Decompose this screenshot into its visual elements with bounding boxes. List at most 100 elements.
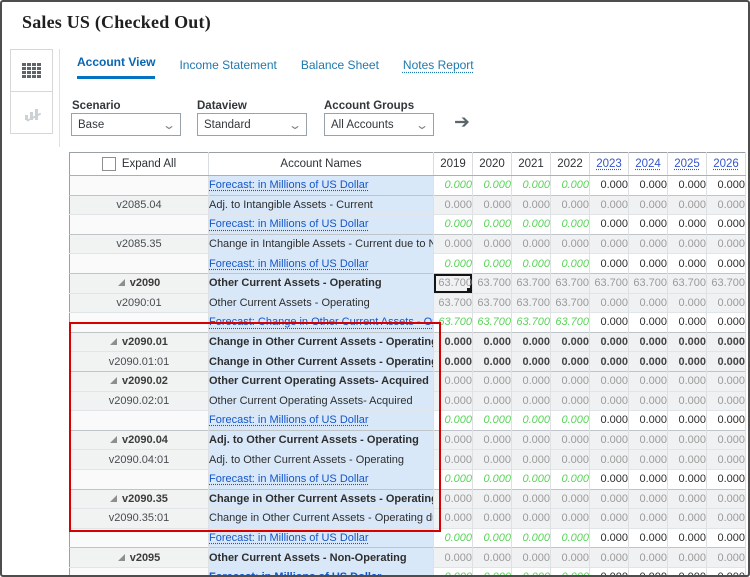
data-cell[interactable]: 0.000: [667, 214, 707, 235]
data-cell[interactable]: 63.700: [511, 272, 551, 294]
forecast-link[interactable]: Forecast: in Millions of US Dollar: [209, 473, 369, 486]
data-cell[interactable]: 0.000: [472, 390, 512, 411]
data-cell[interactable]: 0.000: [472, 429, 512, 450]
data-cell[interactable]: 0.000: [628, 253, 668, 274]
data-cell[interactable]: 0.000: [433, 233, 473, 254]
forecast-link[interactable]: Forecast: Change in Other Current Assets…: [209, 316, 433, 329]
data-cell[interactable]: 0.000: [550, 547, 590, 568]
data-cell[interactable]: 0.000: [550, 488, 590, 509]
data-cell[interactable]: 0.000: [706, 331, 746, 352]
data-cell[interactable]: 0.000: [433, 429, 473, 450]
data-cell[interactable]: 0.000: [706, 449, 746, 470]
data-cell[interactable]: 0.000: [433, 194, 473, 215]
data-cell[interactable]: 0.000: [472, 233, 512, 254]
expand-toggle-icon[interactable]: [117, 279, 125, 287]
tab-notes-report[interactable]: Notes Report: [402, 58, 474, 72]
data-cell[interactable]: 0.000: [511, 468, 551, 489]
data-cell[interactable]: 0.000: [589, 370, 629, 392]
forecast-link[interactable]: Forecast: in Millions of US Dollar: [209, 531, 369, 544]
data-cell[interactable]: 0.000: [433, 214, 473, 235]
data-cell[interactable]: 0.000: [667, 390, 707, 411]
data-cell[interactable]: 0.000: [589, 214, 629, 235]
data-cell[interactable]: 63.700: [433, 272, 473, 294]
data-cell[interactable]: 0.000: [589, 175, 629, 196]
data-cell[interactable]: 63.700: [511, 312, 551, 333]
data-cell[interactable]: 0.000: [589, 508, 629, 529]
data-cell[interactable]: 0.000: [472, 527, 512, 548]
data-cell[interactable]: 0.000: [511, 175, 551, 196]
forecast-link[interactable]: Forecast: in Millions of US Dollar: [209, 179, 369, 192]
dataview-select[interactable]: Standard ⌄: [197, 113, 307, 136]
grid-view-button[interactable]: [10, 49, 53, 92]
forecast-link[interactable]: Forecast: in Millions of US Dollar: [209, 218, 369, 231]
data-cell[interactable]: 0.000: [589, 331, 629, 352]
data-cell[interactable]: 0.000: [628, 429, 668, 450]
data-cell[interactable]: 0.000: [706, 194, 746, 215]
expand-toggle-icon[interactable]: [110, 377, 118, 385]
data-cell[interactable]: 0.000: [628, 390, 668, 411]
data-cell[interactable]: 0.000: [706, 312, 746, 333]
data-cell[interactable]: 0.000: [667, 175, 707, 196]
data-cell[interactable]: 63.700: [433, 292, 473, 313]
data-cell[interactable]: 0.000: [706, 370, 746, 392]
data-cell[interactable]: 0.000: [433, 331, 473, 352]
data-cell[interactable]: 0.000: [511, 488, 551, 509]
data-cell[interactable]: 0.000: [667, 508, 707, 529]
data-cell[interactable]: 0.000: [550, 253, 590, 274]
chart-view-button[interactable]: [10, 91, 53, 134]
data-cell[interactable]: 0.000: [667, 527, 707, 548]
data-cell[interactable]: 0.000: [667, 233, 707, 254]
data-cell[interactable]: 0.000: [628, 527, 668, 548]
year-header-2024[interactable]: 2024: [628, 152, 668, 176]
data-cell[interactable]: 0.000: [589, 527, 629, 548]
data-cell[interactable]: 0.000: [628, 488, 668, 509]
forecast-link[interactable]: Forecast: in Millions of US Dollar: [209, 257, 369, 270]
data-cell[interactable]: 0.000: [628, 175, 668, 196]
data-cell[interactable]: 63.700: [706, 272, 746, 294]
data-cell[interactable]: 0.000: [472, 194, 512, 215]
data-cell[interactable]: 0.000: [667, 312, 707, 333]
data-cell[interactable]: 0.000: [628, 194, 668, 215]
data-cell[interactable]: 0.000: [667, 253, 707, 274]
data-cell[interactable]: 0.000: [628, 410, 668, 431]
data-cell[interactable]: 0.000: [589, 429, 629, 450]
year-header-2026[interactable]: 2026: [706, 152, 746, 176]
tab-account-view[interactable]: Account View: [77, 55, 156, 79]
data-cell[interactable]: 0.000: [472, 547, 512, 568]
expand-toggle-icon[interactable]: [117, 553, 125, 561]
data-cell[interactable]: 0.000: [589, 233, 629, 254]
data-cell[interactable]: 0.000: [472, 331, 512, 352]
data-cell[interactable]: 0.000: [628, 292, 668, 313]
data-cell[interactable]: 0.000: [706, 488, 746, 509]
tab-balance-sheet[interactable]: Balance Sheet: [300, 58, 379, 72]
data-cell[interactable]: 0.000: [589, 351, 629, 372]
data-cell[interactable]: 0.000: [589, 194, 629, 215]
data-cell[interactable]: 0.000: [706, 175, 746, 196]
year-header-2025[interactable]: 2025: [667, 152, 707, 176]
data-cell[interactable]: 0.000: [550, 214, 590, 235]
data-cell[interactable]: 0.000: [433, 370, 473, 392]
data-cell[interactable]: 0.000: [550, 233, 590, 254]
data-cell[interactable]: 0.000: [667, 429, 707, 450]
data-cell[interactable]: 0.000: [433, 527, 473, 548]
data-cell[interactable]: 0.000: [511, 547, 551, 568]
data-cell[interactable]: 0.000: [550, 194, 590, 215]
data-cell[interactable]: 0.000: [589, 312, 629, 333]
data-cell[interactable]: 0.000: [472, 410, 512, 431]
data-cell[interactable]: 0.000: [667, 194, 707, 215]
data-cell[interactable]: 63.700: [550, 292, 590, 313]
data-cell[interactable]: 0.000: [511, 233, 551, 254]
data-cell[interactable]: 0.000: [511, 253, 551, 274]
data-cell[interactable]: 0.000: [433, 351, 473, 372]
data-cell[interactable]: 63.700: [472, 272, 512, 294]
data-cell[interactable]: 0.000: [589, 292, 629, 313]
data-cell[interactable]: 0.000: [706, 429, 746, 450]
data-cell[interactable]: 0.000: [667, 370, 707, 392]
data-cell[interactable]: 0.000: [706, 527, 746, 548]
data-cell[interactable]: 0.000: [433, 175, 473, 196]
account-groups-select[interactable]: All Accounts ⌄: [324, 113, 434, 136]
data-cell[interactable]: 0.000: [589, 488, 629, 509]
data-cell[interactable]: 0.000: [589, 449, 629, 470]
data-cell[interactable]: 0.000: [706, 292, 746, 313]
data-cell[interactable]: 0.000: [511, 370, 551, 392]
